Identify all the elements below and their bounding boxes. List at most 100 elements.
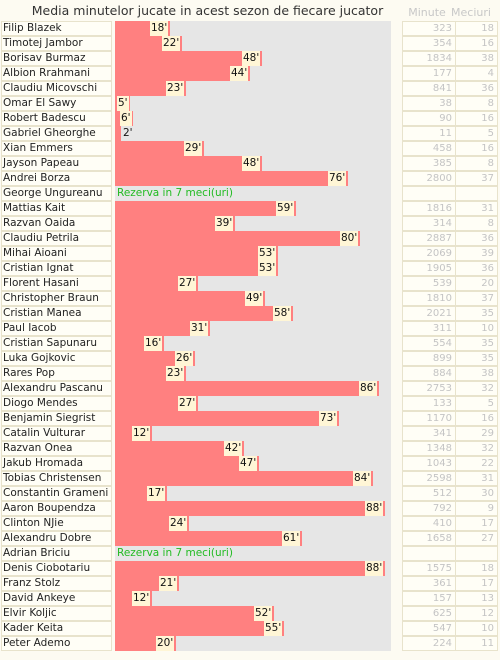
- games-cell: 18: [455, 561, 498, 576]
- bar-track: 59': [115, 201, 391, 216]
- games-cell: 11: [455, 636, 498, 651]
- minutes-cell: 792: [402, 501, 456, 516]
- player-name: Claudiu Micovschi: [1, 81, 112, 96]
- bar-value-label: 23': [166, 81, 185, 96]
- games-cell: 5: [455, 126, 498, 141]
- player-row: Claudiu Micovschi 23' 841 36: [0, 81, 500, 96]
- minutes-cell: 1043: [402, 456, 456, 471]
- minutes-cell: 1170: [402, 411, 456, 426]
- bar-value-label: 86': [359, 381, 378, 396]
- bar-track: 48': [115, 51, 391, 66]
- bar-value-label: 6': [120, 111, 132, 126]
- games-cell: 16: [455, 141, 498, 156]
- games-cell: [455, 186, 498, 201]
- average-minutes-bar: [115, 441, 244, 456]
- bar-track: 31': [115, 321, 391, 336]
- player-name: Elvir Koljic: [1, 606, 112, 621]
- player-row: Borisav Burmaz 48' 1834 38: [0, 51, 500, 66]
- games-cell: 16: [455, 411, 498, 426]
- player-name: Razvan Onea: [1, 441, 112, 456]
- bar-value-label: 48': [242, 51, 261, 66]
- minutes-cell: 11: [402, 126, 456, 141]
- minutes-cell: 323: [402, 21, 456, 36]
- bar-value-label: 20': [156, 636, 175, 651]
- games-cell: 36: [455, 81, 498, 96]
- bar-track: 18': [115, 21, 391, 36]
- average-minutes-bar: [115, 261, 278, 276]
- average-minutes-bar: [115, 606, 274, 621]
- player-row: Mihai Aioani 53' 2069 39: [0, 246, 500, 261]
- bar-track: 49': [115, 291, 391, 306]
- player-name: Tobias Christensen: [1, 471, 112, 486]
- player-name: Gabriel Gheorghe: [1, 126, 112, 141]
- minutes-cell: 2887: [402, 231, 456, 246]
- bar-value-label: 42': [224, 441, 243, 456]
- games-cell: 22: [455, 456, 498, 471]
- minutes-cell: 884: [402, 366, 456, 381]
- average-minutes-bar: [115, 561, 385, 576]
- bar-value-label: 88': [365, 501, 384, 516]
- bar-track: 44': [115, 66, 391, 81]
- games-cell: 5: [455, 396, 498, 411]
- reserve-note: Rezerva in 7 meci(uri): [117, 187, 233, 199]
- player-name: Alexandru Pascanu: [1, 381, 112, 396]
- minutes-cell: 554: [402, 336, 456, 351]
- player-row: Peter Ademo 20' 224 11: [0, 636, 500, 651]
- average-minutes-bar: [115, 156, 262, 171]
- minutes-cell: 1905: [402, 261, 456, 276]
- bar-value-label: 16': [144, 336, 163, 351]
- bar-value-label: 26': [175, 351, 194, 366]
- bar-value-label: 73': [319, 411, 338, 426]
- player-row: Clinton NJie 24' 410 17: [0, 516, 500, 531]
- minutes-cell: 1810: [402, 291, 456, 306]
- bar-track: 20': [115, 636, 391, 651]
- player-name: Borisav Burmaz: [1, 51, 112, 66]
- bar-track: 22': [115, 36, 391, 51]
- bar-value-label: 61': [282, 531, 301, 546]
- player-row: Paul Iacob 31' 311 10: [0, 321, 500, 336]
- minutes-cell: 314: [402, 216, 456, 231]
- games-cell: 31: [455, 471, 498, 486]
- bar-value-label: 2': [123, 127, 133, 139]
- minutes-cell: 899: [402, 351, 456, 366]
- bar-value-label: 58': [273, 306, 292, 321]
- games-cell: 8: [455, 216, 498, 231]
- games-cell: 35: [455, 336, 498, 351]
- bar-value-label: 27': [178, 396, 197, 411]
- games-cell: 35: [455, 351, 498, 366]
- player-name: Filip Blazek: [1, 21, 112, 36]
- games-cell: 8: [455, 156, 498, 171]
- player-row: Elvir Koljic 52' 625 12: [0, 606, 500, 621]
- player-name: Cristian Ignat: [1, 261, 112, 276]
- games-cell: 9: [455, 501, 498, 516]
- games-cell: 35: [455, 306, 498, 321]
- bar-track: 29': [115, 141, 391, 156]
- bar-track: 27': [115, 396, 391, 411]
- player-name: Robert Badescu: [1, 111, 112, 126]
- minutes-cell: 547: [402, 621, 456, 636]
- bar-value-label: 52': [254, 606, 273, 621]
- player-row: Andrei Borza 76' 2800 37: [0, 171, 500, 186]
- minutes-cell: 341: [402, 426, 456, 441]
- average-minutes-bar: [115, 171, 348, 186]
- player-row: Constantin Grameni 17' 512 30: [0, 486, 500, 501]
- player-name: Christopher Braun: [1, 291, 112, 306]
- games-cell: 37: [455, 171, 498, 186]
- bar-value-label: 23': [166, 366, 185, 381]
- bar-track: 61': [115, 531, 391, 546]
- average-minutes-bar: [115, 291, 265, 306]
- bar-track: 12': [115, 591, 391, 606]
- bar-track: 23': [115, 81, 391, 96]
- player-row: Jakub Hromada 47' 1043 22: [0, 456, 500, 471]
- bar-value-label: 39': [215, 216, 234, 231]
- bar-track: 5': [115, 96, 391, 111]
- chart-title: Media minutelor jucate in acest sezon de…: [31, 3, 384, 18]
- average-minutes-bar: [115, 246, 278, 261]
- games-cell: 32: [455, 381, 498, 396]
- player-name: Aaron Boupendza: [1, 501, 112, 516]
- minutes-cell: 354: [402, 36, 456, 51]
- average-minutes-bar: [115, 411, 339, 426]
- average-minutes-bar: [115, 66, 250, 81]
- player-name: Rares Pop: [1, 366, 112, 381]
- minutes-cell: 361: [402, 576, 456, 591]
